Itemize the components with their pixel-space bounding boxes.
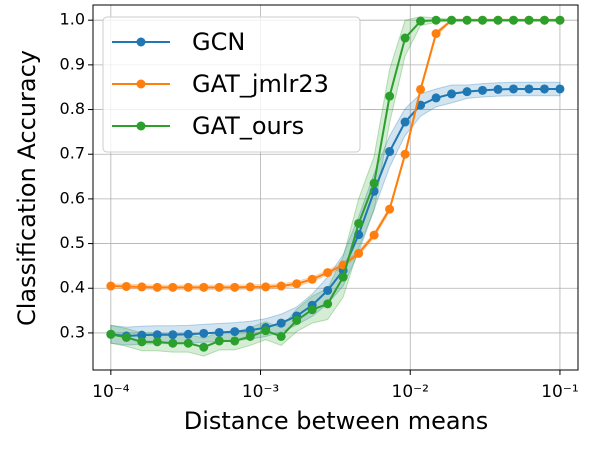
point bbox=[508, 15, 518, 25]
point bbox=[214, 336, 224, 346]
point bbox=[137, 330, 147, 340]
point bbox=[245, 331, 255, 341]
point bbox=[121, 332, 131, 342]
point bbox=[462, 87, 472, 97]
legend-marker bbox=[136, 121, 146, 131]
point bbox=[431, 93, 441, 103]
point bbox=[478, 15, 488, 25]
point bbox=[323, 299, 333, 309]
point bbox=[261, 326, 271, 336]
point bbox=[508, 84, 518, 94]
point bbox=[292, 315, 302, 325]
point bbox=[199, 282, 209, 292]
legend-label: GAT_jmlr23 bbox=[192, 70, 329, 98]
point bbox=[106, 281, 116, 291]
point bbox=[555, 15, 565, 25]
point bbox=[462, 15, 472, 25]
point bbox=[385, 204, 395, 214]
point bbox=[183, 282, 193, 292]
point bbox=[245, 282, 255, 292]
point bbox=[338, 272, 348, 282]
point bbox=[168, 338, 178, 348]
point bbox=[400, 117, 410, 127]
point bbox=[369, 178, 379, 188]
point bbox=[431, 15, 441, 25]
legend-marker bbox=[136, 37, 146, 47]
x-tick-label: 10⁻¹ bbox=[541, 382, 578, 402]
y-axis-label: Classification Accuracy bbox=[13, 50, 41, 326]
point bbox=[292, 279, 302, 289]
point bbox=[539, 84, 549, 94]
point bbox=[524, 84, 534, 94]
legend-label: GCN bbox=[192, 28, 245, 56]
point bbox=[276, 281, 286, 291]
point bbox=[152, 337, 162, 347]
point bbox=[199, 328, 209, 338]
point bbox=[400, 33, 410, 43]
x-tick-label: 10⁻⁴ bbox=[92, 382, 130, 402]
x-tick-label: 10⁻³ bbox=[242, 382, 279, 402]
point bbox=[447, 15, 457, 25]
point bbox=[354, 248, 364, 258]
legend-label: GAT_ours bbox=[192, 112, 304, 140]
y-tick-label: 0.8 bbox=[60, 99, 85, 118]
plot-frame bbox=[92, 4, 579, 371]
point bbox=[261, 282, 271, 292]
point bbox=[168, 330, 178, 340]
point bbox=[369, 230, 379, 240]
point bbox=[416, 16, 426, 26]
point bbox=[307, 305, 317, 315]
point bbox=[230, 282, 240, 292]
point bbox=[230, 327, 240, 337]
point bbox=[431, 29, 441, 39]
point bbox=[385, 91, 395, 101]
point bbox=[354, 218, 364, 228]
point bbox=[539, 15, 549, 25]
point bbox=[307, 274, 317, 284]
point bbox=[121, 281, 131, 291]
point bbox=[447, 89, 457, 99]
y-tick-label: 0.3 bbox=[60, 322, 85, 341]
point bbox=[400, 149, 410, 159]
point bbox=[385, 147, 395, 157]
point bbox=[478, 85, 488, 95]
point bbox=[245, 325, 255, 335]
point bbox=[230, 336, 240, 346]
point bbox=[493, 84, 503, 94]
legend-box bbox=[102, 16, 361, 153]
point bbox=[276, 318, 286, 328]
y-tick-label: 1.0 bbox=[60, 10, 85, 29]
y-tick-label: 0.4 bbox=[60, 278, 85, 297]
x-axis-label: Distance between means bbox=[184, 407, 489, 435]
y-tick-label: 0.7 bbox=[60, 144, 85, 163]
legend-marker bbox=[136, 79, 146, 89]
point bbox=[493, 15, 503, 25]
y-tick-label: 0.5 bbox=[60, 233, 85, 252]
point bbox=[106, 329, 116, 339]
point bbox=[276, 331, 286, 341]
point bbox=[524, 15, 534, 25]
point bbox=[137, 282, 147, 292]
point bbox=[214, 282, 224, 292]
x-tick-label: 10⁻² bbox=[392, 382, 429, 402]
point bbox=[183, 329, 193, 339]
point bbox=[137, 337, 147, 347]
point bbox=[555, 84, 565, 94]
point bbox=[323, 268, 333, 278]
legend: GCN GAT_jmlr23 GAT_ours bbox=[102, 16, 361, 153]
point bbox=[199, 342, 209, 352]
point bbox=[152, 282, 162, 292]
point bbox=[416, 84, 426, 94]
y-tick-label: 0.9 bbox=[60, 54, 85, 73]
y-tick-label: 0.6 bbox=[60, 188, 85, 207]
point bbox=[183, 338, 193, 348]
point bbox=[168, 282, 178, 292]
point bbox=[214, 327, 224, 337]
point bbox=[152, 330, 162, 340]
point bbox=[323, 285, 333, 295]
